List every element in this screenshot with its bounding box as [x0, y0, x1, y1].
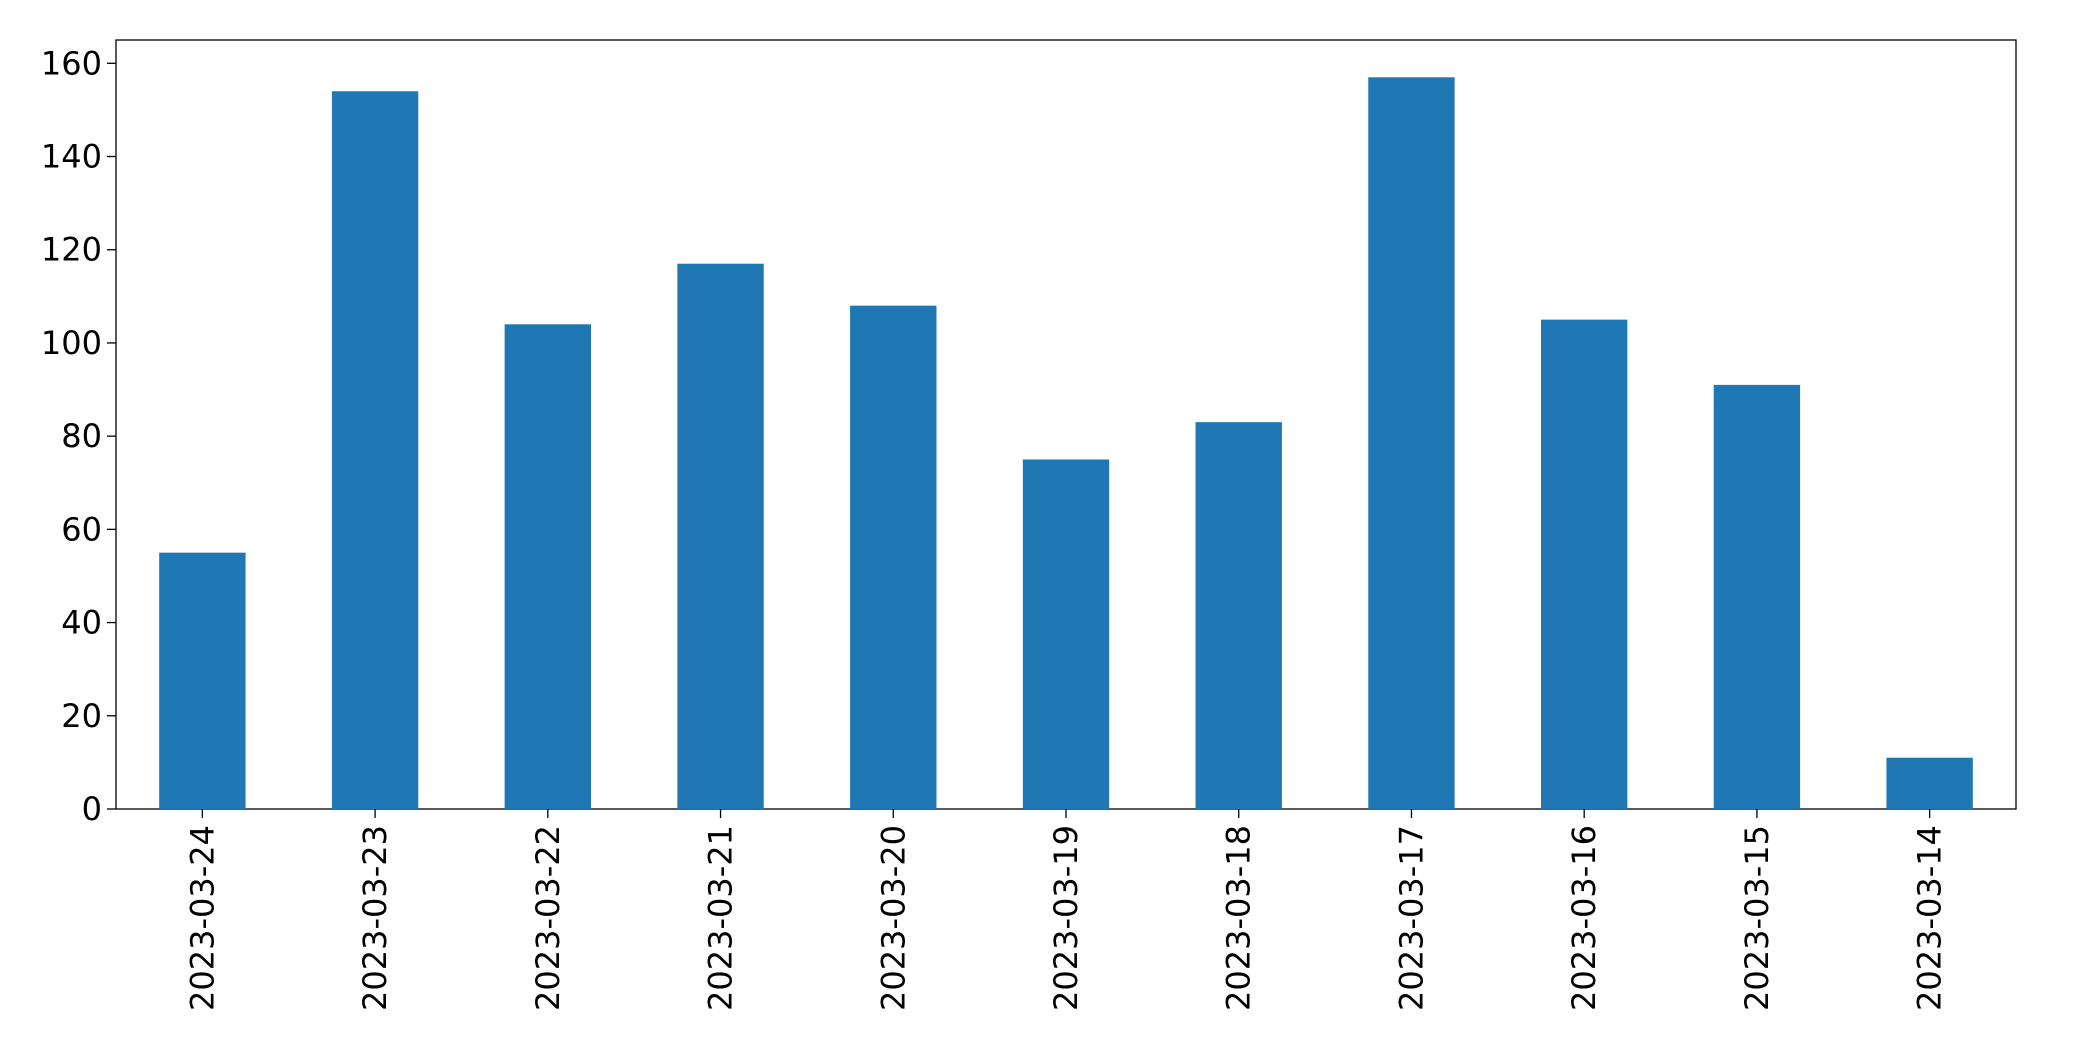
x-tick-label: 2023-03-22: [529, 825, 567, 1011]
x-tick-label: 2023-03-14: [1911, 825, 1949, 1011]
x-tick-label: 2023-03-21: [702, 825, 740, 1011]
x-tick-label: 2023-03-15: [1738, 825, 1776, 1011]
bar: [850, 305, 937, 809]
y-tick-label: 140: [41, 138, 102, 176]
bar: [331, 91, 419, 810]
bar: [1022, 459, 1110, 809]
x-tick-label: 2023-03-20: [874, 825, 912, 1011]
y-tick-label: 0: [82, 790, 102, 828]
y-tick-label: 160: [41, 44, 102, 82]
y-tick-label: 20: [61, 697, 102, 735]
x-tick-label: 2023-03-17: [1392, 825, 1430, 1011]
bar: [159, 552, 246, 809]
y-tick-label: 60: [61, 510, 102, 548]
x-tick-label: 2023-03-16: [1565, 825, 1603, 1011]
y-tick-label: 120: [41, 231, 102, 269]
bar: [504, 324, 591, 809]
y-tick-label: 80: [61, 417, 102, 455]
x-tick-label: 2023-03-19: [1047, 825, 1085, 1011]
y-tick-label: 40: [61, 604, 102, 642]
bar: [1713, 384, 1801, 809]
bar: [1195, 422, 1282, 809]
bar: [1541, 319, 1628, 809]
x-tick-label: 2023-03-18: [1220, 825, 1258, 1011]
bar: [1886, 757, 1973, 809]
bar: [1368, 77, 1455, 809]
x-tick-label: 2023-03-24: [183, 825, 221, 1011]
y-tick-label: 100: [41, 324, 102, 362]
bar: [677, 263, 764, 809]
x-tick-label: 2023-03-23: [356, 825, 394, 1011]
